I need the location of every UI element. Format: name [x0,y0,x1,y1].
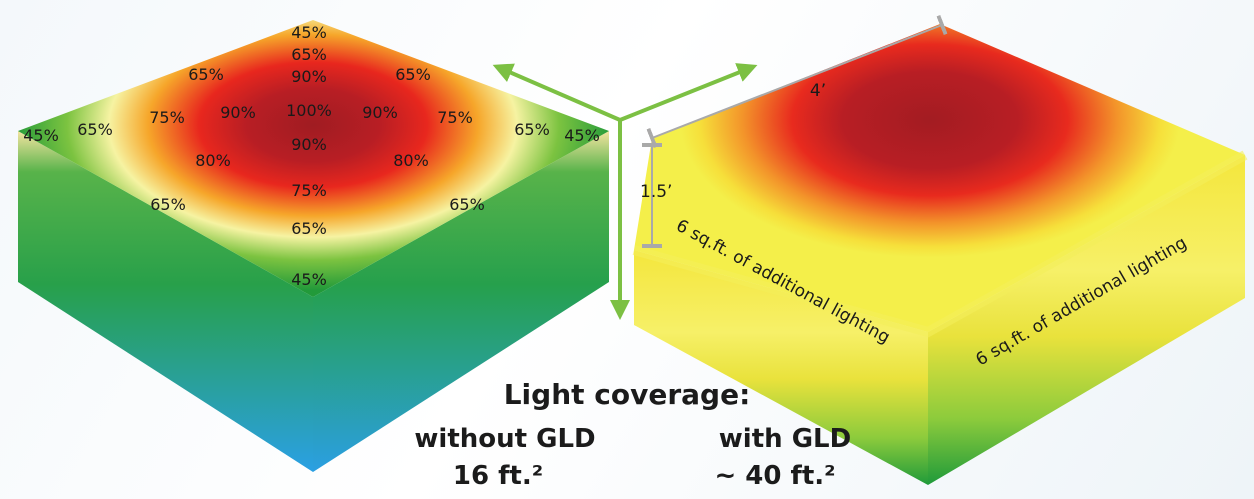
pct-label: 90% [291,135,327,154]
pct-label: 90% [362,103,398,122]
pct-label: 65% [514,120,550,139]
dimension-line-top [646,14,948,149]
with-gld-value: ~ 40 ft.² [714,461,836,491]
pct-label: 80% [195,151,231,170]
pct-label: 65% [188,65,224,84]
left-percentage-labels: 45% 65% 90% 100% 90% 75% 65% 45% 65% 65%… [23,23,600,289]
dimension-side-label: 1.5’ [640,182,672,202]
pct-label: 90% [220,103,256,122]
without-gld-label: without GLD [414,424,596,454]
pct-label: 65% [291,219,327,238]
dimension-lines: 4’ 1.5’ [640,14,948,248]
pct-label: 65% [395,65,431,84]
right-box-edge-glow [632,150,1248,338]
pct-label: 65% [291,45,327,64]
left-box-right-face [313,131,609,472]
left-box-left-face [18,131,313,472]
left-box-top-heatmap [18,20,609,297]
pct-label: 75% [437,108,473,127]
right-box-right-face [928,155,1245,485]
pct-label: 45% [291,23,327,42]
light-coverage-title: Light coverage: [503,378,751,411]
right-box-left-face [634,250,928,485]
pct-label: 90% [291,67,327,86]
pct-label: 45% [564,126,600,145]
pct-label: 100% [286,101,332,120]
pct-label: 65% [77,120,113,139]
dimension-top-label: 4’ [810,81,826,101]
without-gld-value: 16 ft.² [452,461,544,491]
arrow-up-left [492,63,621,122]
pct-label: 65% [150,195,186,214]
pct-label: 45% [23,126,59,145]
pct-label: 65% [449,195,485,214]
pct-label: 80% [393,151,429,170]
with-gld-label: with GLD [718,424,852,454]
left-box-without-gld [18,20,609,472]
pct-label: 45% [291,270,327,289]
pct-label: 75% [291,181,327,200]
pct-label: 75% [149,108,185,127]
